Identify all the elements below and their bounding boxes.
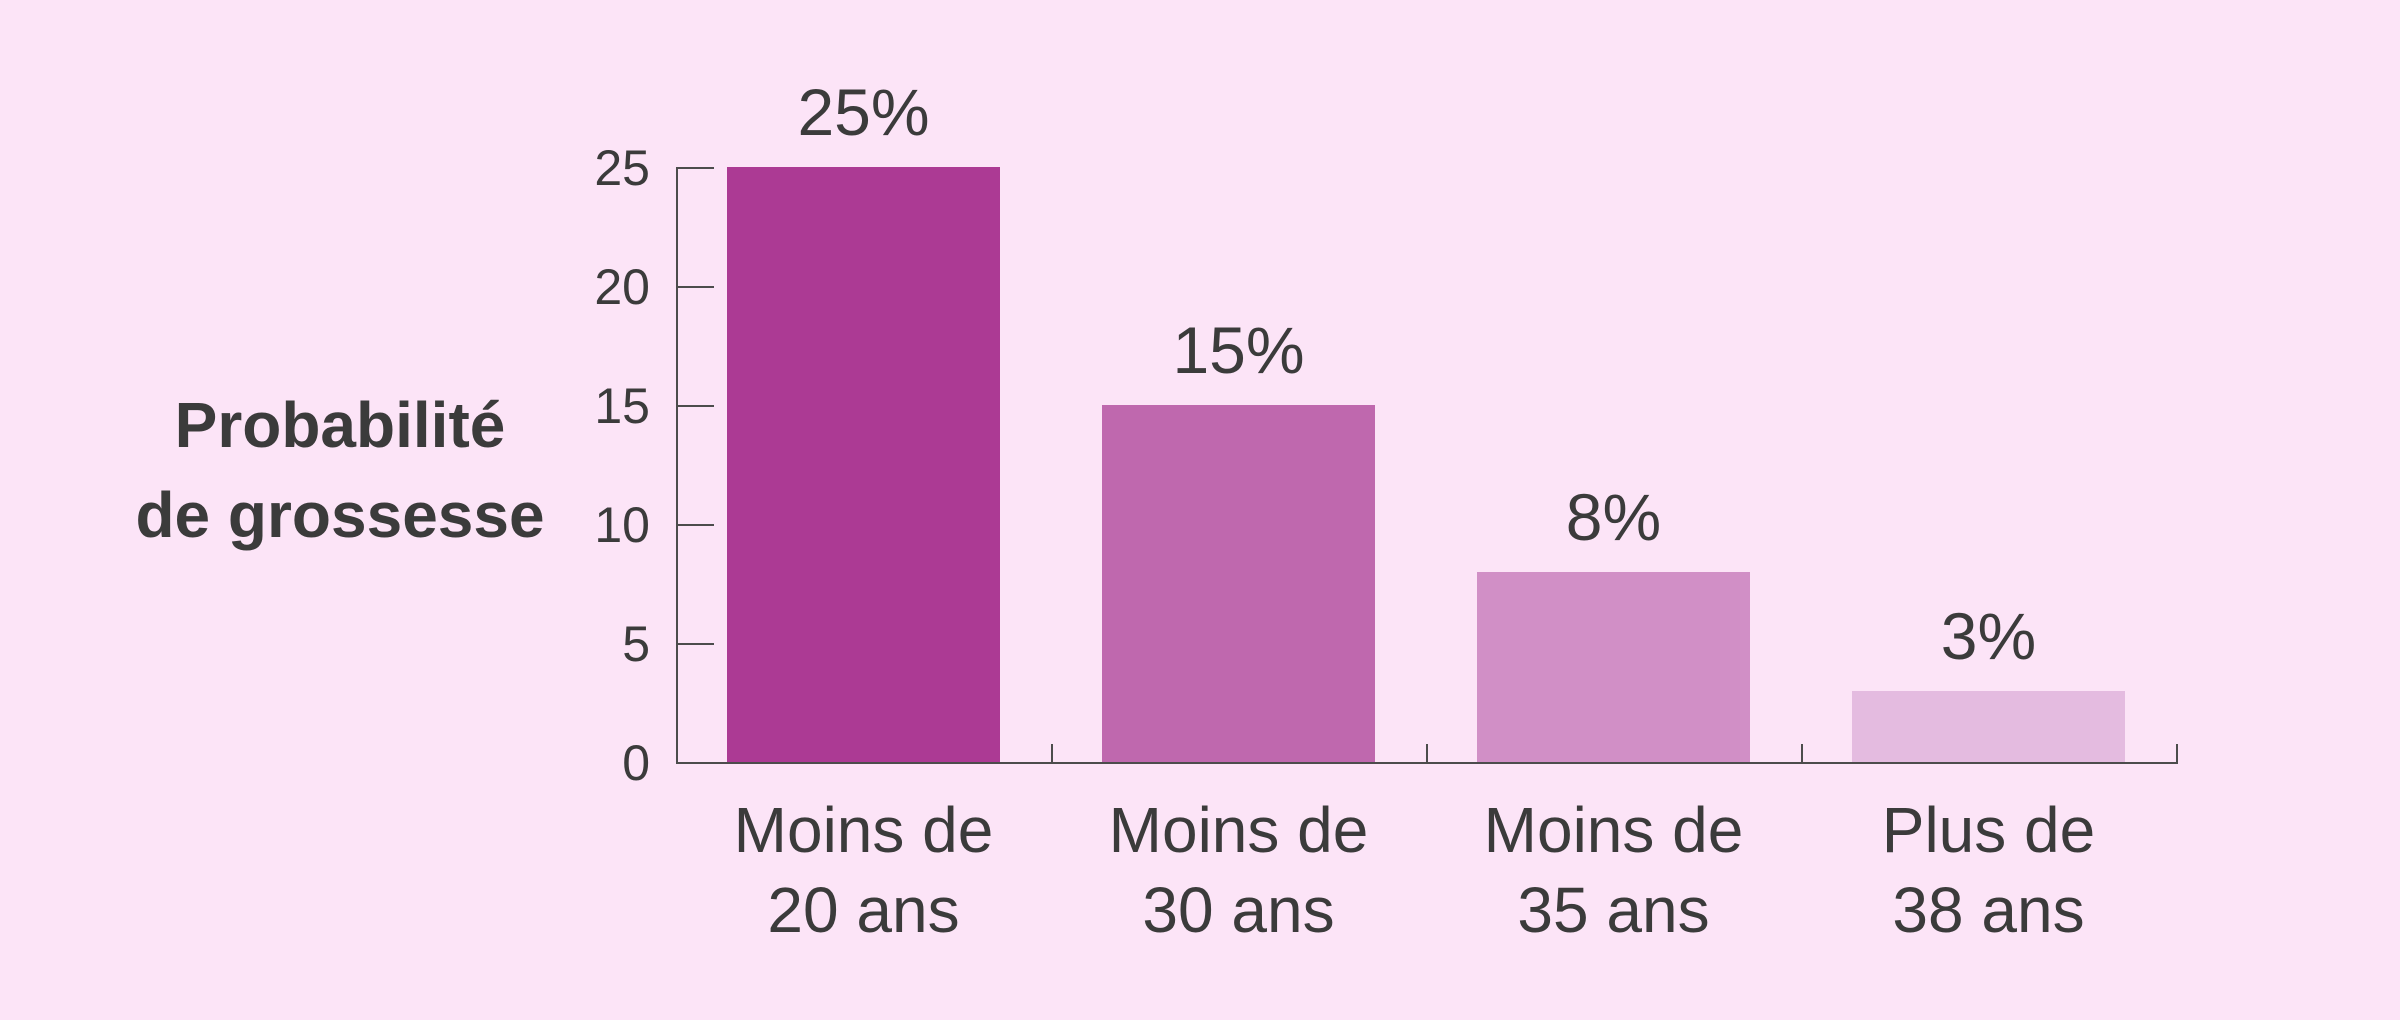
x-tick-mark bbox=[2176, 744, 2178, 762]
bar-value-label: 3% bbox=[1940, 598, 2037, 673]
y-axis-line bbox=[676, 167, 678, 764]
y-tick-mark bbox=[678, 167, 714, 169]
bar-3 bbox=[1477, 571, 1750, 762]
bar-4 bbox=[1852, 690, 2125, 762]
x-category-label-line: Moins de bbox=[733, 794, 994, 866]
x-category-label-line: 38 ans bbox=[1892, 874, 2085, 946]
bar-value-label: 15% bbox=[1172, 313, 1305, 387]
bar-value-label: 25% bbox=[797, 75, 930, 149]
x-category-label-line: 35 ans bbox=[1517, 874, 1710, 946]
y-tick-label: 25 bbox=[594, 140, 650, 196]
bar-value-label: 8% bbox=[1565, 479, 1662, 554]
y-tick-label: 10 bbox=[594, 497, 650, 553]
x-category-label-line: 20 ans bbox=[767, 874, 960, 946]
y-axis-title-line2: de grossesse bbox=[135, 479, 545, 551]
y-tick-mark bbox=[678, 405, 714, 407]
y-tick-label: 5 bbox=[622, 616, 650, 672]
y-tick-mark bbox=[678, 286, 714, 288]
x-category-label-line: Moins de bbox=[1108, 794, 1369, 866]
x-category-label: Plus de 38 ans bbox=[1801, 790, 2176, 950]
bar-2 bbox=[1102, 405, 1375, 762]
x-category-label-line: 30 ans bbox=[1142, 874, 1335, 946]
x-category-label: Moins de 35 ans bbox=[1426, 790, 1801, 950]
y-tick-label: 20 bbox=[594, 259, 650, 315]
y-tick-label: 0 bbox=[622, 735, 650, 791]
x-category-label-line: Moins de bbox=[1483, 794, 1744, 866]
y-axis-title: Probabilité de grossesse bbox=[40, 380, 640, 560]
x-axis-line bbox=[676, 762, 2178, 764]
y-axis-title-line1: Probabilité bbox=[174, 389, 506, 461]
y-tick-mark bbox=[678, 524, 714, 526]
bar-1 bbox=[727, 167, 1000, 762]
y-tick-mark bbox=[678, 643, 714, 645]
x-category-label: Moins de 30 ans bbox=[1051, 790, 1426, 950]
x-tick-mark bbox=[1801, 744, 1803, 762]
x-category-label-line: Plus de bbox=[1881, 794, 2096, 866]
x-tick-mark bbox=[1426, 744, 1428, 762]
y-tick-label: 15 bbox=[594, 378, 650, 434]
x-tick-mark bbox=[1051, 744, 1053, 762]
x-category-label: Moins de 20 ans bbox=[676, 790, 1051, 950]
